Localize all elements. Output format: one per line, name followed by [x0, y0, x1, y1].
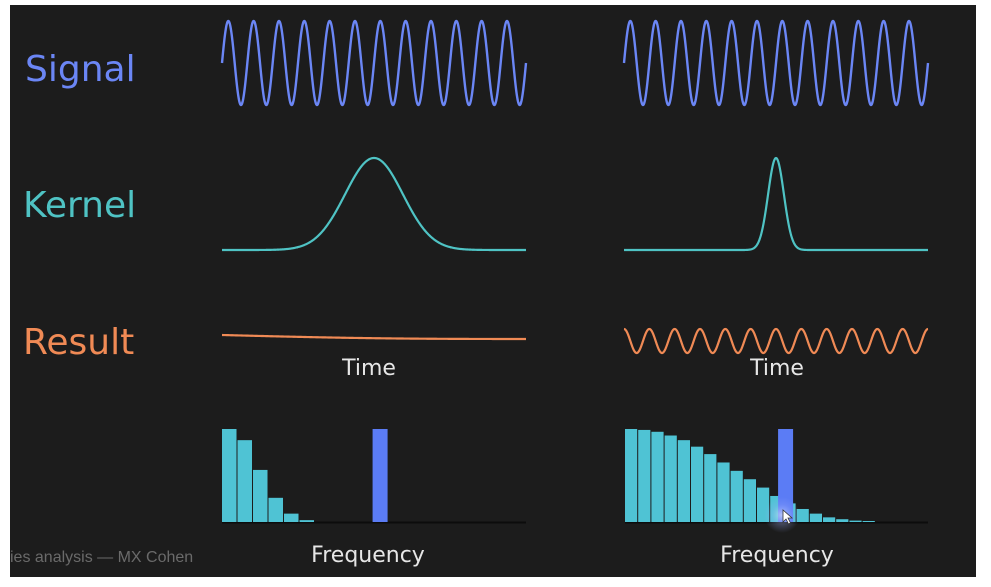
right-kernel-curve	[624, 156, 928, 252]
spectrum-bar	[823, 517, 836, 522]
spectrum-bar	[638, 429, 651, 522]
spectrum-bar	[862, 521, 875, 522]
signal-label: Signal	[25, 49, 136, 90]
right-signal-wave	[622, 19, 930, 107]
left-time-label: Time	[342, 356, 396, 381]
result-label: Result	[23, 322, 135, 363]
left-kernel-curve	[222, 156, 526, 252]
spectrum-bar	[849, 520, 862, 522]
cursor-highlight	[764, 497, 800, 533]
spectrum-bar	[651, 431, 664, 522]
left-result-curve	[221, 333, 526, 341]
spectrum-bar	[717, 462, 730, 522]
spectrum-bar	[284, 513, 299, 522]
plots-canvas	[220, 19, 930, 533]
spectrum-bar	[691, 446, 704, 522]
right-frequency-label: Frequency	[720, 543, 834, 568]
spectrum-bar	[743, 479, 756, 522]
right-result-wave	[623, 327, 929, 355]
spectrum-bar	[625, 429, 638, 522]
spectrum-bar	[268, 497, 283, 522]
spectrum-bar	[704, 454, 717, 522]
footer-credit: ies analysis — MX Cohen	[10, 549, 194, 566]
spectrum-bar	[664, 435, 677, 522]
signal-frequency-bar	[372, 429, 388, 522]
spectrum-bar	[809, 513, 822, 522]
spectrum-bar	[730, 470, 743, 522]
spectrum-bar	[836, 519, 849, 522]
kernel-label: Kernel	[23, 185, 137, 226]
left-signal-wave	[220, 19, 528, 107]
spectrum-bar	[237, 440, 252, 522]
mouse-pointer-icon	[782, 509, 794, 525]
right-time-label: Time	[750, 356, 804, 381]
spectrum-bar	[677, 440, 690, 522]
spectrum-bar	[299, 520, 314, 522]
slide: Signal Kernel Result Time Time Fr	[10, 5, 976, 577]
right-frequency-spectrum	[625, 429, 928, 524]
left-frequency-label: Frequency	[311, 543, 425, 568]
left-frequency-spectrum	[222, 429, 526, 524]
spectrum-bar	[222, 429, 237, 522]
spectrum-bar	[253, 469, 268, 522]
